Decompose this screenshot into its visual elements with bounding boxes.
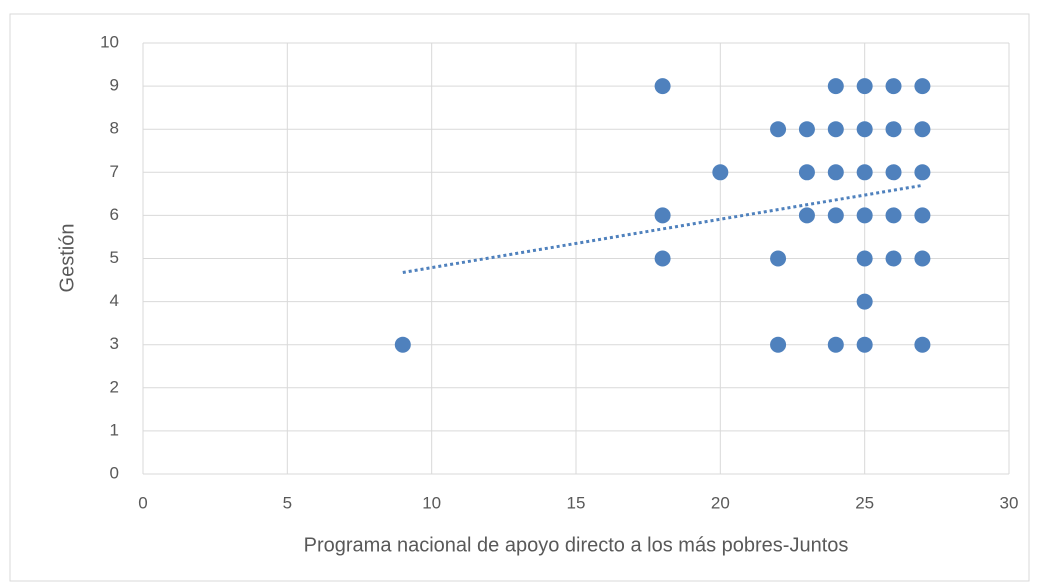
scatter-point — [914, 250, 931, 267]
trendline — [402, 183, 923, 274]
scatter-point — [827, 336, 844, 353]
y-tick-label: 8 — [110, 119, 119, 138]
y-tick-label: 9 — [110, 76, 119, 95]
scatter-point — [856, 121, 873, 138]
x-tick-label: 25 — [855, 493, 874, 512]
scatter-point — [654, 207, 671, 224]
scatter-point — [798, 121, 815, 138]
y-tick-label: 0 — [110, 463, 119, 482]
scatter-point — [856, 336, 873, 353]
scatter-point — [856, 207, 873, 224]
scatter-point — [654, 78, 671, 95]
y-axis-label: Gestión — [56, 224, 78, 293]
scatter-point — [394, 336, 411, 353]
x-tick-label: 5 — [283, 493, 292, 512]
scatter-point — [654, 250, 671, 267]
scatter-point — [827, 78, 844, 95]
scatter-point — [885, 121, 902, 138]
x-tick-label: 0 — [138, 493, 147, 512]
scatter-point — [798, 164, 815, 181]
x-tick-label: 30 — [1000, 493, 1019, 512]
x-tick-label: 10 — [422, 493, 441, 512]
scatter-point — [885, 207, 902, 224]
scatter-point — [770, 121, 787, 138]
y-tick-label: 4 — [110, 291, 119, 310]
y-tick-label: 7 — [110, 162, 119, 181]
scatter-point — [914, 164, 931, 181]
y-tick-label: 2 — [110, 377, 119, 396]
scatter-point — [914, 207, 931, 224]
scatter-point — [914, 78, 931, 95]
scatter-point — [856, 250, 873, 267]
scatter-point — [914, 121, 931, 138]
scatter-point — [798, 207, 815, 224]
y-tick-label: 5 — [110, 248, 119, 267]
scatter-point — [827, 121, 844, 138]
scatter-point — [885, 164, 902, 181]
scatter-point — [712, 164, 729, 181]
y-tick-label: 10 — [100, 32, 119, 51]
scatter-point — [856, 164, 873, 181]
scatter-point — [856, 293, 873, 310]
y-tick-label: 3 — [110, 334, 119, 353]
x-tick-label: 20 — [711, 493, 730, 512]
scatter-point — [827, 207, 844, 224]
x-tick-label: 15 — [567, 493, 586, 512]
scatter-point — [885, 78, 902, 95]
y-tick-label: 6 — [110, 205, 119, 224]
scatter-point — [827, 164, 844, 181]
chart-frame — [9, 13, 1030, 582]
scatter-point — [770, 250, 787, 267]
scatter-point — [770, 336, 787, 353]
scatter-point — [914, 336, 931, 353]
scatter-point — [885, 250, 902, 267]
scatter-point — [856, 78, 873, 95]
y-tick-label: 1 — [110, 420, 119, 439]
x-axis-label: Programa nacional de apoyo directo a los… — [304, 534, 849, 556]
